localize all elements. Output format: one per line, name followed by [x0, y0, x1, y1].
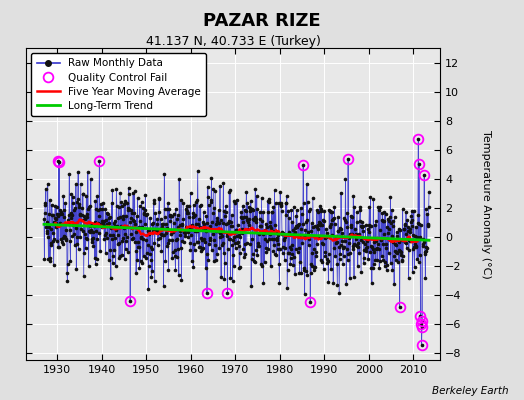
Y-axis label: Temperature Anomaly (°C): Temperature Anomaly (°C) [481, 130, 491, 278]
Text: Berkeley Earth: Berkeley Earth [432, 386, 508, 396]
Text: PAZAR RIZE: PAZAR RIZE [203, 12, 321, 30]
Title: 41.137 N, 40.733 E (Turkey): 41.137 N, 40.733 E (Turkey) [146, 35, 321, 48]
Legend: Raw Monthly Data, Quality Control Fail, Five Year Moving Average, Long-Term Tren: Raw Monthly Data, Quality Control Fail, … [31, 53, 206, 116]
